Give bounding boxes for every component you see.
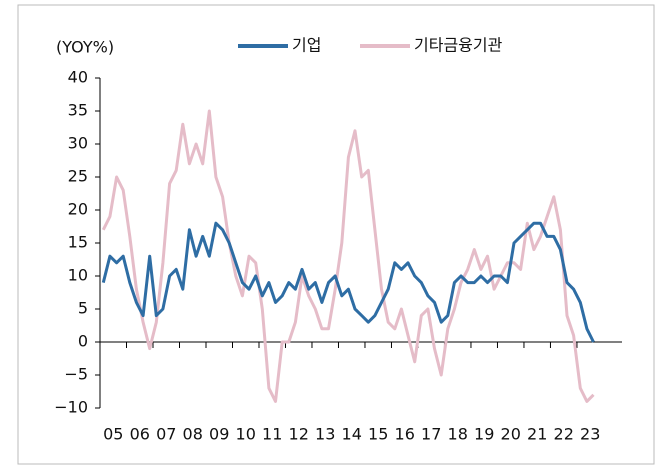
x-tick-label: 05 [103,425,123,444]
y-tick-label: 15 [68,233,88,252]
x-tick-label: 22 [554,425,574,444]
x-tick-label: 19 [474,425,494,444]
x-tick-label: 11 [262,425,282,444]
y-tick-label: 30 [68,134,88,153]
x-tick-label: 21 [527,425,547,444]
x-tick-label: 14 [342,425,362,444]
y-tick-label: 35 [68,101,88,120]
y-tick-label: 5 [78,299,88,318]
legend-label: 기업 [292,36,321,55]
x-tick-label: 10 [236,425,256,444]
x-tick-label: 13 [315,425,335,444]
x-tick-label: 07 [156,425,176,444]
series-line [101,109,595,403]
x-tick-label: 18 [448,425,468,444]
x-tick-label: 12 [289,425,309,444]
frame [17,4,655,465]
y-tick-label: 20 [68,200,88,219]
x-tick-label: 15 [368,425,388,444]
y-tick-label: 40 [68,68,88,87]
series-line [101,221,595,343]
y-tick-label: 25 [68,167,88,186]
x-tick-label: 08 [183,425,203,444]
y-tick-label: 0 [78,332,88,351]
x-tick-label: 20 [501,425,521,444]
y-tick-label: 10 [68,266,88,285]
y-tick-label: −5 [64,365,88,384]
x-tick-label: 17 [421,425,441,444]
x-tick-label: 16 [395,425,415,444]
x-tick-label: 06 [130,425,150,444]
x-tick-label: 09 [209,425,229,444]
x-tick-label: 23 [580,425,600,444]
y-tick-label: −10 [54,398,88,417]
legend-label: 기타금융기관 [414,36,503,55]
y-axis-label: (YOY%) [56,38,114,57]
